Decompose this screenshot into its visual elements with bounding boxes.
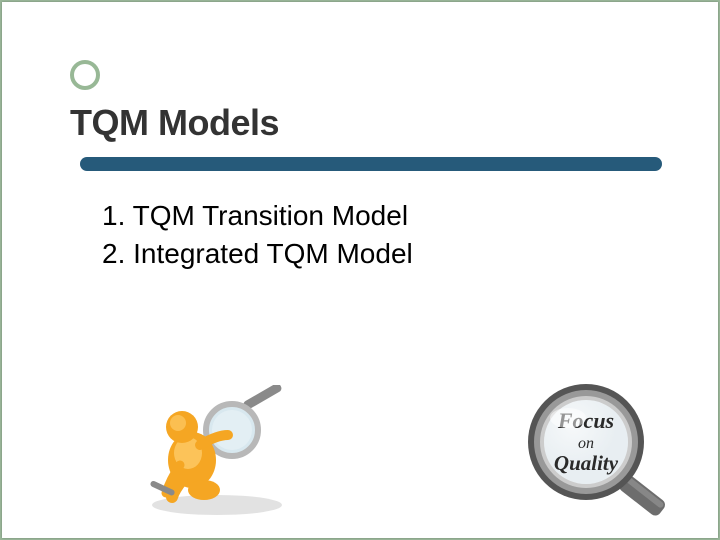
slide: TQM Models 1. TQM Transition Model 2. In… — [2, 2, 718, 538]
title-divider — [80, 157, 662, 171]
content-list: 1. TQM Transition Model 2. Integrated TQ… — [102, 197, 413, 273]
focus-text-line3: Quality — [554, 451, 619, 475]
slide-title: TQM Models — [70, 102, 279, 144]
character-magnifier-icon — [132, 385, 302, 520]
list-item: 2. Integrated TQM Model — [102, 235, 413, 273]
title-bullet-icon — [70, 60, 100, 90]
focus-on-quality-icon: Focus on Quality — [508, 378, 678, 518]
focus-text-line2: on — [578, 435, 594, 452]
list-item: 1. TQM Transition Model — [102, 197, 413, 235]
